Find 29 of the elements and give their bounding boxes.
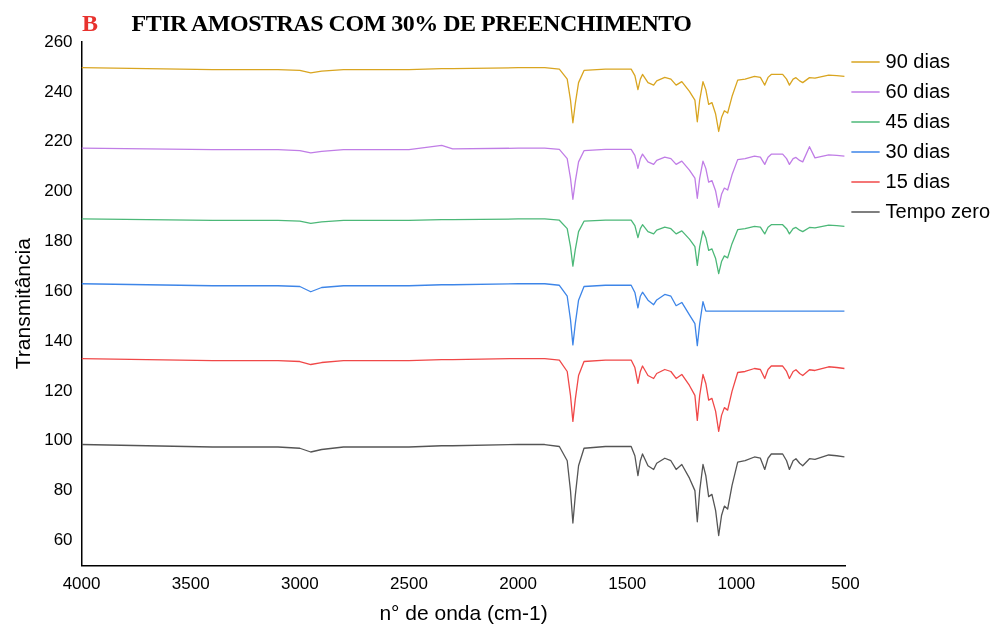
text: B (82, 10, 98, 36)
x-tick-label: 2000 (499, 574, 538, 594)
y-tick-label: 220 (44, 131, 73, 151)
y-tick-label: 80 (53, 480, 73, 500)
y-tick-label: 260 (44, 31, 73, 51)
y-tick-label: 200 (44, 181, 73, 201)
legend-label: 60 dias (885, 79, 951, 102)
y-tick-label: 60 (53, 530, 73, 550)
x-tick-label: 3500 (171, 574, 210, 594)
legend-label: 30 dias (885, 139, 951, 162)
y-tick-label: 160 (44, 280, 73, 300)
x-tick-label: 500 (831, 574, 860, 594)
legend-label: 15 dias (885, 169, 951, 192)
y-tick-label: 180 (44, 231, 73, 251)
x-tick-label: 4000 (62, 574, 101, 594)
x-tick-label: 1000 (717, 574, 756, 594)
y-tick-label: 140 (44, 330, 73, 350)
legend-label: 90 dias (885, 49, 951, 72)
y-tick-label: 240 (44, 81, 73, 101)
legend-label: Tempo zero (885, 199, 991, 222)
chart-title: FTIR AMOSTRAS COM 30% DE PREENCHIMENTO (131, 10, 692, 36)
x-tick-label: 1500 (608, 574, 647, 594)
y-axis-title: Transmitância (11, 237, 35, 370)
y-tick-label: 120 (44, 380, 73, 400)
legend-label: 45 dias (885, 109, 951, 132)
x-axis-title: n° de onda (cm-1) (379, 601, 548, 625)
x-tick-label: 2500 (390, 574, 428, 594)
x-tick-label: 3000 (280, 574, 319, 594)
y-tick-label: 100 (44, 430, 73, 450)
